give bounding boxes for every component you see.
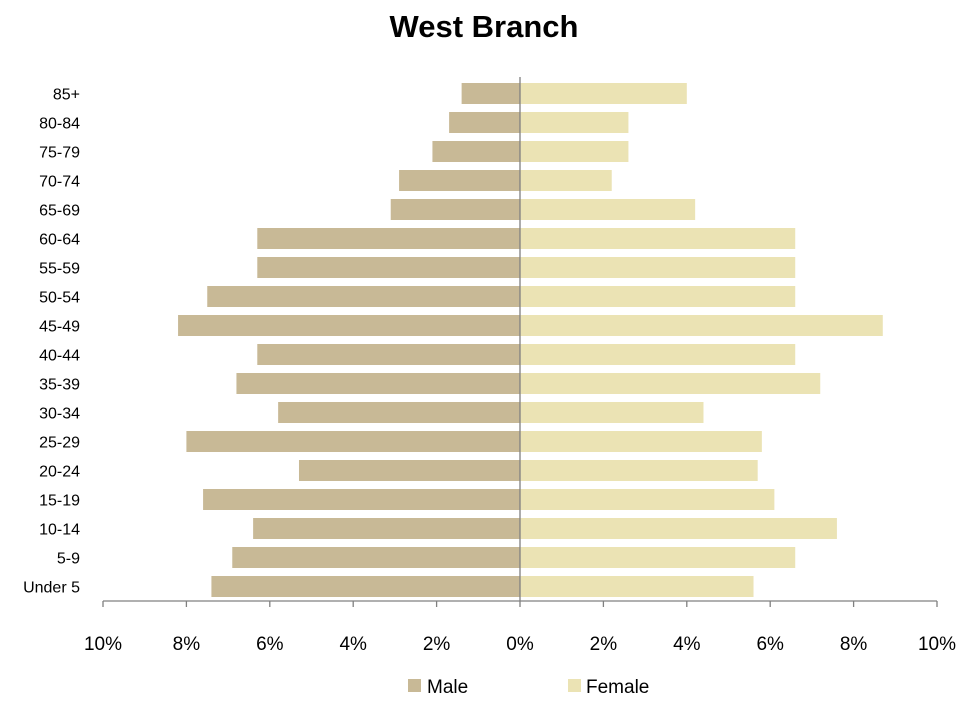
category-label: 10-14 bbox=[39, 522, 80, 539]
x-tick-label: 8% bbox=[173, 634, 201, 655]
bar-male-50-54 bbox=[207, 286, 520, 307]
category-label: 15-19 bbox=[39, 493, 80, 510]
x-tick-label: 8% bbox=[840, 634, 868, 655]
bars-group bbox=[178, 83, 883, 597]
x-tick-label: 4% bbox=[339, 634, 367, 655]
x-tick-label: 6% bbox=[756, 634, 784, 655]
x-tick-label: 2% bbox=[590, 634, 618, 655]
x-tick-label: 4% bbox=[673, 634, 701, 655]
bar-male-15-19 bbox=[203, 489, 520, 510]
tick-labels: 10% 8% 6% 4% 2% 0% 2% 4% 6% 8% 10% bbox=[84, 634, 956, 655]
category-label: 85+ bbox=[53, 87, 80, 104]
category-label: 80-84 bbox=[39, 116, 80, 133]
bar-female-55-59 bbox=[520, 257, 796, 278]
legend-label-female: Female bbox=[586, 677, 649, 698]
legend-swatch-male bbox=[408, 679, 421, 692]
bar-female-60-64 bbox=[520, 228, 796, 249]
bar-female-40-44 bbox=[520, 344, 796, 365]
category-label: Under 5 bbox=[23, 580, 80, 597]
bar-female-25-29 bbox=[520, 431, 762, 452]
bar-female-75-79 bbox=[520, 141, 629, 162]
bar-female-50-54 bbox=[520, 286, 796, 307]
bar-female-5-9 bbox=[520, 547, 796, 568]
bar-male-5-9 bbox=[232, 547, 520, 568]
category-label: 30-34 bbox=[39, 406, 80, 423]
category-label: 45-49 bbox=[39, 319, 80, 336]
bar-male-10-14 bbox=[253, 518, 520, 539]
category-label: 40-44 bbox=[39, 348, 80, 365]
x-tick-label: 10% bbox=[918, 634, 956, 655]
category-label: 35-39 bbox=[39, 377, 80, 394]
bar-female-30-34 bbox=[520, 402, 704, 423]
bar-male-20-24 bbox=[298, 460, 520, 481]
legend-label-male: Male bbox=[427, 677, 468, 698]
x-tick-label: 10% bbox=[84, 634, 122, 655]
category-label: 5-9 bbox=[57, 551, 80, 568]
legend: Male Female bbox=[408, 677, 649, 698]
category-label: 20-24 bbox=[39, 464, 80, 481]
category-labels: Under 5 5-9 10-14 15-19 20-24 25-29 30-34 35-39… bbox=[23, 87, 80, 597]
category-label: 75-79 bbox=[39, 145, 80, 162]
bar-male-35-39 bbox=[236, 373, 520, 394]
bar-female-10-14 bbox=[520, 518, 837, 539]
bar-male-under-5 bbox=[211, 576, 521, 597]
bar-female-80-84 bbox=[520, 112, 629, 133]
bar-male-70-74 bbox=[399, 170, 520, 191]
bar-female-85+ bbox=[520, 83, 687, 104]
bar-male-40-44 bbox=[257, 344, 520, 365]
bar-male-65-69 bbox=[390, 199, 520, 220]
bar-male-75-79 bbox=[432, 141, 520, 162]
category-label: 25-29 bbox=[39, 435, 80, 452]
x-tick-label: 0% bbox=[506, 634, 534, 655]
bar-female-20-24 bbox=[520, 460, 758, 481]
bar-male-45-49 bbox=[178, 315, 520, 336]
legend-swatch-female bbox=[568, 679, 581, 692]
bar-female-15-19 bbox=[520, 489, 775, 510]
bar-male-25-29 bbox=[186, 431, 520, 452]
bar-male-55-59 bbox=[257, 257, 520, 278]
bar-male-85+ bbox=[461, 83, 520, 104]
axes-group bbox=[102, 77, 938, 607]
bar-female-65-69 bbox=[520, 199, 696, 220]
category-label: 70-74 bbox=[39, 174, 80, 191]
x-tick-label: 2% bbox=[423, 634, 451, 655]
category-label: 50-54 bbox=[39, 290, 80, 307]
chart-title: West Branch bbox=[390, 9, 579, 44]
category-label: 65-69 bbox=[39, 203, 80, 220]
bar-female-70-74 bbox=[520, 170, 612, 191]
x-tick-label: 6% bbox=[256, 634, 284, 655]
bar-female-under-5 bbox=[520, 576, 754, 597]
bar-female-45-49 bbox=[520, 315, 883, 336]
bar-male-80-84 bbox=[449, 112, 520, 133]
bar-male-60-64 bbox=[257, 228, 520, 249]
category-label: 60-64 bbox=[39, 232, 80, 249]
bar-female-35-39 bbox=[520, 373, 821, 394]
bar-male-30-34 bbox=[278, 402, 520, 423]
category-label: 55-59 bbox=[39, 261, 80, 278]
